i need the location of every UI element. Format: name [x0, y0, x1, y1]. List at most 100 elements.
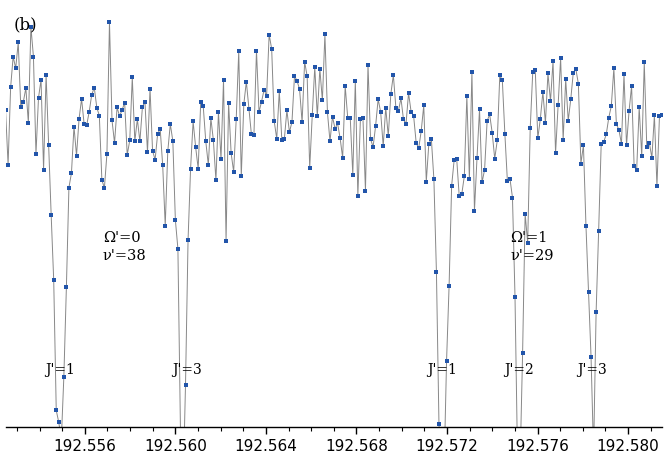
Point — [0, 107, 11, 114]
Point — [489, 156, 500, 163]
Point — [206, 115, 216, 123]
Point — [76, 96, 87, 103]
Point — [368, 144, 378, 151]
Point — [183, 237, 194, 244]
Point — [519, 210, 530, 218]
Point — [89, 84, 99, 92]
Point — [23, 120, 34, 127]
Point — [522, 240, 533, 247]
Point — [538, 89, 548, 96]
Point — [411, 140, 421, 147]
Point — [319, 32, 330, 39]
Point — [276, 137, 287, 145]
Point — [652, 183, 663, 190]
Text: (b): (b) — [13, 16, 37, 33]
Point — [294, 86, 305, 94]
Point — [330, 126, 341, 133]
Point — [550, 150, 561, 157]
Point — [528, 69, 538, 77]
Point — [314, 66, 325, 73]
Point — [99, 185, 110, 192]
Point — [485, 112, 495, 119]
Point — [165, 121, 175, 129]
Point — [593, 228, 604, 235]
Point — [409, 113, 419, 120]
Point — [340, 83, 351, 90]
Point — [619, 72, 630, 79]
Point — [104, 20, 115, 27]
Point — [588, 449, 599, 457]
Point — [401, 121, 411, 128]
Point — [196, 99, 206, 106]
Point — [200, 139, 211, 146]
Point — [403, 90, 414, 97]
Point — [552, 102, 563, 110]
Point — [175, 425, 186, 432]
Point — [634, 105, 644, 112]
Point — [629, 163, 640, 171]
Point — [167, 138, 178, 146]
Point — [193, 166, 204, 173]
Point — [134, 139, 145, 146]
Point — [532, 135, 543, 143]
Point — [495, 73, 505, 80]
Point — [124, 138, 135, 145]
Point — [213, 109, 224, 117]
Point — [53, 419, 64, 426]
Point — [560, 76, 571, 84]
Point — [120, 100, 130, 107]
Point — [535, 116, 546, 123]
Point — [84, 109, 95, 116]
Point — [61, 284, 72, 291]
Point — [233, 49, 244, 56]
Point — [548, 58, 558, 66]
Point — [380, 105, 391, 112]
Point — [160, 222, 171, 230]
Point — [36, 77, 46, 84]
Point — [388, 72, 398, 79]
Point — [203, 162, 214, 169]
Point — [66, 170, 77, 177]
Point — [292, 78, 302, 85]
Text: Ω'=0
ν'=38: Ω'=0 ν'=38 — [103, 230, 146, 263]
Point — [568, 70, 579, 77]
Point — [383, 133, 394, 140]
Point — [28, 54, 39, 61]
Point — [297, 119, 308, 127]
Point — [302, 73, 312, 81]
Point — [426, 136, 437, 144]
Point — [363, 62, 374, 70]
Point — [264, 32, 275, 39]
Point — [241, 79, 252, 86]
Point — [226, 150, 237, 157]
Point — [646, 155, 657, 162]
Point — [555, 56, 566, 63]
Point — [345, 115, 355, 123]
Point — [114, 113, 125, 121]
Point — [223, 100, 234, 107]
Point — [542, 71, 553, 78]
Point — [266, 46, 277, 54]
Point — [101, 151, 112, 158]
Point — [507, 195, 518, 202]
Point — [639, 60, 650, 67]
Point — [456, 191, 467, 198]
Point — [393, 108, 404, 115]
Point — [386, 91, 396, 99]
Point — [596, 141, 607, 149]
Point — [41, 72, 52, 79]
Text: J'=3: J'=3 — [172, 362, 202, 376]
Point — [614, 127, 624, 134]
Point — [271, 136, 282, 143]
Point — [236, 174, 247, 181]
Point — [282, 107, 292, 115]
Point — [416, 128, 427, 135]
Point — [51, 407, 62, 414]
Point — [583, 289, 594, 297]
Point — [299, 59, 310, 66]
Point — [462, 93, 472, 101]
Text: J'=1: J'=1 — [427, 362, 458, 376]
Text: Ω'=1
ν'=29: Ω'=1 ν'=29 — [510, 230, 554, 263]
Point — [337, 155, 348, 162]
Point — [15, 104, 26, 111]
